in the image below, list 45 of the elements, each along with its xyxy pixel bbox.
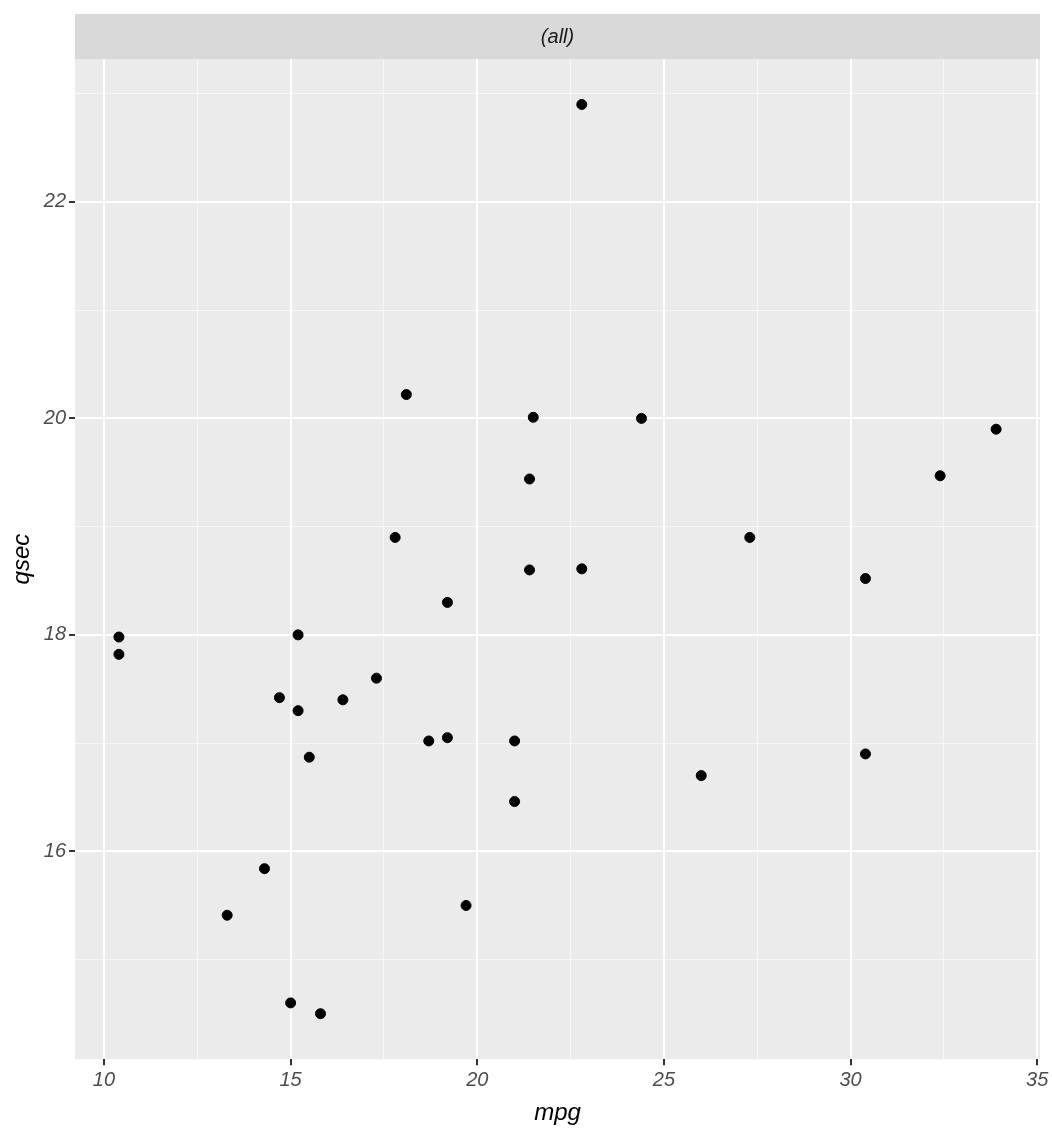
point [221,909,233,921]
point [337,694,349,706]
x-tick-label: 10 [92,1067,116,1090]
point [400,389,412,401]
y-tick-label: 18 [43,622,67,645]
point [859,748,871,760]
point [524,473,536,485]
point [576,98,588,110]
point [509,735,521,747]
x-tick-label: 30 [839,1067,862,1090]
point [441,596,453,608]
point [292,705,304,717]
point [303,751,315,763]
point [285,997,297,1009]
point [934,470,946,482]
point [113,648,125,660]
point [389,531,401,543]
point [744,531,756,543]
x-tick-label: 25 [651,1067,676,1090]
point [527,411,539,423]
point [524,564,536,576]
chart-subtitle: (all) [540,24,575,47]
point [370,672,382,684]
point [292,629,304,641]
point [695,770,707,782]
point [509,796,521,808]
x-tick-label: 20 [465,1067,489,1090]
x-tick-label: 15 [279,1067,303,1090]
y-tick-label: 22 [42,189,67,212]
point [859,573,871,585]
point [990,423,1002,435]
y-tick-label: 20 [42,405,67,428]
x-tick-label: 35 [1026,1067,1050,1090]
point [113,631,125,643]
point [258,863,270,875]
y-tick-label: 16 [43,838,67,861]
point [576,563,588,575]
point [273,692,285,704]
y-axis-title: qsec [7,533,35,585]
point [314,1008,326,1020]
point [441,732,453,744]
x-axis-title: mpg [534,1098,582,1126]
point [423,735,435,747]
point [636,412,648,424]
point [460,899,472,911]
